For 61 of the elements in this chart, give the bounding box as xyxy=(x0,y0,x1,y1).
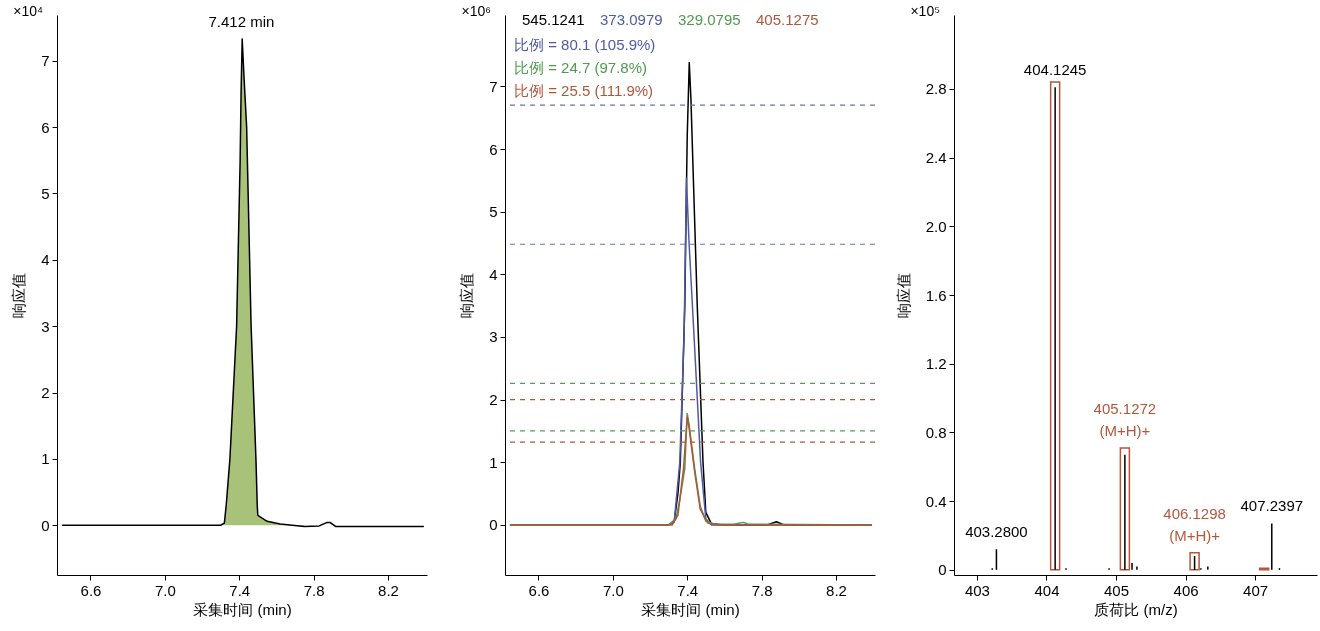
annotation: 407.2397 xyxy=(1240,497,1304,515)
annotation: 405.1272 (M+H)+ xyxy=(1093,399,1157,439)
y-tick-label: 2.0 xyxy=(925,217,947,235)
x-tick-label: 6.6 xyxy=(80,581,102,599)
annotation: 404.1245 xyxy=(1023,61,1087,79)
x-tick-label: 404 xyxy=(1034,581,1060,599)
y-tick-label: 7 xyxy=(489,77,498,95)
x-axis-title: 采集时间 (min) xyxy=(641,600,740,618)
x-tick-label: 8.2 xyxy=(826,581,847,599)
y-tick-label: 6 xyxy=(489,140,498,158)
y-tick-label: 3 xyxy=(489,328,498,346)
annotation: 403.2800 xyxy=(965,523,1028,541)
text: 329.0795 xyxy=(678,10,741,28)
y-tick-label: 7 xyxy=(41,52,50,70)
y-tick-label: 1 xyxy=(489,453,498,471)
x-tick-label: 7.8 xyxy=(303,581,325,599)
text: ×10⁶ xyxy=(461,3,491,19)
y-tick-label: 5 xyxy=(489,203,498,221)
y-tick-label: 0 xyxy=(489,516,498,534)
y-tick-label: 1.2 xyxy=(925,355,947,373)
y-tick-label: 4 xyxy=(41,251,50,269)
text: 373.0979 xyxy=(600,10,663,28)
x-tick-label: 7.4 xyxy=(229,581,251,599)
annotation: 比例 = 24.7 (97.8%) xyxy=(514,59,647,76)
y-axis-title: 响应值 xyxy=(894,273,912,318)
y-tick-label: 2 xyxy=(489,391,498,409)
x-tick-label: 405 xyxy=(1104,581,1130,599)
y-tick-label: 0 xyxy=(41,516,50,534)
x-tick-label: 403 xyxy=(964,581,990,599)
x-tick-label: 7.8 xyxy=(751,581,773,599)
y-axis-title: 响应值 xyxy=(10,273,28,318)
x-tick-label: 8.2 xyxy=(378,581,399,599)
text: ×10⁴ xyxy=(13,3,43,19)
y-tick-label: 0.8 xyxy=(925,423,947,441)
y-tick-label: 2 xyxy=(41,384,50,402)
x-tick-label: 406 xyxy=(1173,581,1199,599)
annotation: 406.1298 (M+H)+ xyxy=(1163,504,1226,544)
y-tick-label: 2.8 xyxy=(925,80,947,98)
x-tick-label: 7.0 xyxy=(154,581,176,599)
text: ×10⁵ xyxy=(910,3,940,19)
x-axis-title: 采集时间 (min) xyxy=(193,600,292,618)
x-tick-label: 7.0 xyxy=(602,581,624,599)
x-axis-title: 质荷比 (m/z) xyxy=(1094,600,1178,618)
x-tick-label: 6.6 xyxy=(528,581,550,599)
y-tick-label: 1 xyxy=(41,450,50,468)
y-tick-label: 3 xyxy=(41,317,50,335)
y-tick-label: 1.6 xyxy=(925,286,947,304)
annotation: 比例 = 80.1 (105.9%) xyxy=(514,36,656,53)
y-tick-label: 0 xyxy=(938,561,947,579)
y-tick-label: 5 xyxy=(41,184,50,202)
x-tick-label: 407 xyxy=(1243,581,1269,599)
x-tick-label: 7.4 xyxy=(677,581,699,599)
annotation: 7.412 min xyxy=(208,12,275,30)
y-tick-label: 0.4 xyxy=(925,492,947,510)
y-axis-title: 响应值 xyxy=(458,273,476,318)
annotation: 比例 = 25.5 (111.9%) xyxy=(514,82,654,99)
y-tick-label: 4 xyxy=(489,265,498,283)
y-tick-label: 6 xyxy=(41,118,50,136)
text: 405.1275 xyxy=(756,10,819,28)
y-tick-label: 2.4 xyxy=(925,149,947,167)
text: 545.1241 xyxy=(522,10,585,28)
